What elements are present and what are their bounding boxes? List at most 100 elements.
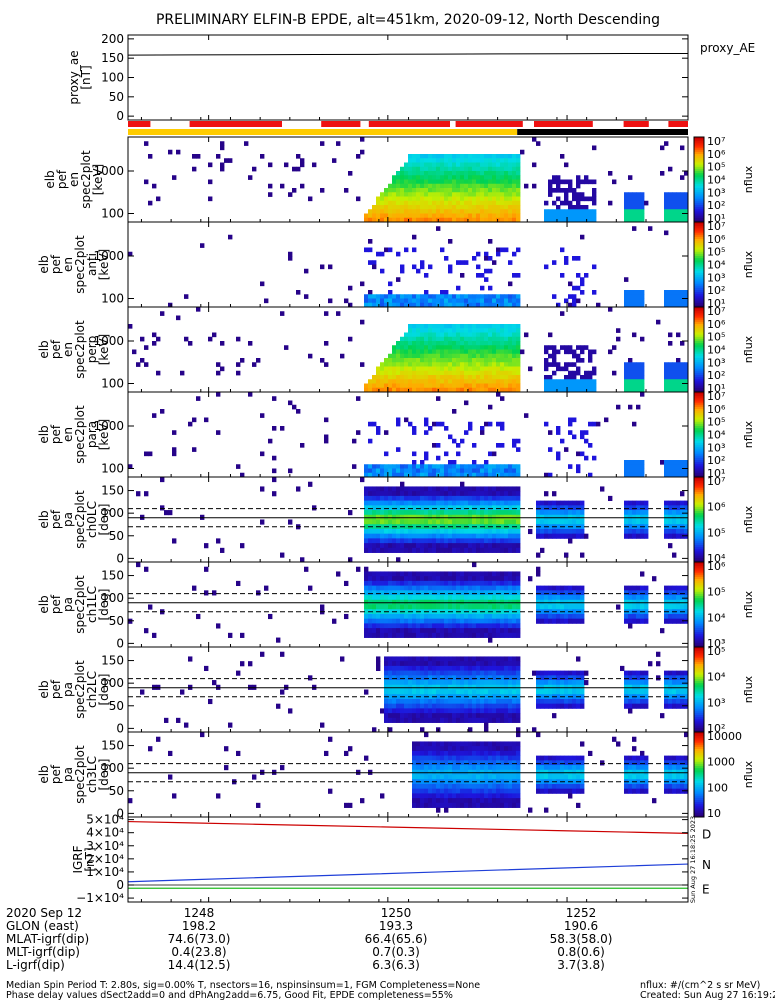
spectrogram-cell — [628, 290, 632, 295]
spectrogram-cell — [452, 214, 456, 219]
spectrogram-cell — [388, 205, 392, 210]
spectrogram-cell — [460, 656, 464, 661]
spectrogram-cell — [392, 623, 396, 628]
spectrogram-cell — [432, 510, 436, 515]
spectrogram-cell — [516, 581, 520, 586]
spectrogram-cell — [636, 680, 640, 685]
spectrogram-cell — [380, 605, 384, 610]
spectrogram-cell — [436, 548, 440, 553]
spectrogram-cell — [372, 595, 376, 600]
spectrogram-cell — [396, 252, 400, 257]
spectrogram-cell — [484, 619, 488, 624]
spectrogram-cell — [544, 505, 548, 510]
spectrogram-cell — [420, 337, 424, 342]
spectrogram-cell — [588, 214, 592, 219]
spectrogram-cell — [668, 460, 672, 465]
spectrogram-cell — [496, 209, 500, 214]
spectrogram-cell — [432, 543, 436, 548]
spectrogram-cell — [632, 501, 636, 506]
spectrogram-cell — [400, 175, 404, 180]
spectrogram-cell — [440, 666, 444, 671]
spectrogram-cell — [476, 675, 480, 680]
spectrogram-cell — [456, 197, 460, 202]
spectrogram-cell — [548, 586, 552, 591]
spectrogram-cell — [384, 529, 388, 534]
spectrogram-cell — [440, 163, 444, 168]
spectrogram-cell — [400, 671, 404, 676]
spectrogram-cell — [484, 277, 488, 282]
spectrogram-cell — [464, 704, 468, 709]
spectrogram-cell — [480, 188, 484, 193]
spectrogram-cell — [404, 379, 408, 384]
spectrogram-cell — [196, 154, 200, 159]
spectrogram-cell — [456, 452, 460, 457]
spectrogram-cell — [372, 422, 376, 427]
spectrogram-cell — [400, 505, 404, 510]
spectrogram-cell — [484, 294, 488, 299]
spectrogram-cell — [636, 699, 640, 704]
spectrogram-cell — [384, 486, 388, 491]
spectrogram-cell — [544, 605, 548, 610]
spectrogram-cell — [380, 384, 384, 389]
spectrogram-cell — [412, 188, 416, 193]
spectrogram-cell — [460, 469, 464, 474]
spectrogram-cell — [400, 167, 404, 172]
spectrogram-cell — [492, 188, 496, 193]
spectrogram-cell — [612, 345, 616, 350]
spectrogram-cell — [512, 713, 516, 718]
spectrogram-cell — [396, 623, 400, 628]
spectrogram-cell — [428, 690, 432, 695]
spectrogram-cell — [484, 614, 488, 619]
spectrogram-cell — [416, 192, 420, 197]
spectrogram-cell — [416, 209, 420, 214]
spectrogram-cell — [516, 469, 520, 474]
spectrogram-cell — [408, 167, 412, 172]
spectrogram-cell — [480, 675, 484, 680]
spectrogram-cell — [676, 205, 680, 210]
spectrogram-cell — [532, 671, 536, 676]
spectrogram-cell — [508, 180, 512, 185]
spectrogram-cell — [440, 192, 444, 197]
spectrogram-cell — [404, 661, 408, 666]
spectrogram-cell — [376, 571, 380, 576]
spectrogram-cell — [448, 197, 452, 202]
spectrogram-cell — [468, 486, 472, 491]
spectrogram-cell — [492, 661, 496, 666]
spectrogram-cell — [236, 337, 240, 342]
spectrogram-cell — [492, 571, 496, 576]
spectrogram-cell — [500, 324, 504, 329]
spectrogram-cell — [500, 464, 504, 469]
spectrogram-cell — [672, 675, 676, 680]
spectrogram-cell — [432, 491, 436, 496]
spectrogram-cell — [304, 269, 308, 274]
spectrogram-cell — [408, 337, 412, 342]
spectrogram-cell — [580, 345, 584, 350]
spectrogram-cell — [508, 501, 512, 506]
spectrogram-cell — [628, 209, 632, 214]
spectrogram-cell — [436, 713, 440, 718]
spectrogram-cell — [460, 482, 464, 487]
spectrogram-cell — [376, 581, 380, 586]
spectrogram-cell — [512, 341, 516, 346]
spectrogram-cell — [472, 367, 476, 372]
spectrogram-cell — [164, 718, 168, 723]
spectrogram-cell — [380, 543, 384, 548]
spectrogram-cell — [504, 595, 508, 600]
spectrogram-cell — [632, 595, 636, 600]
spectrogram-cell — [444, 619, 448, 624]
spectrogram-cell — [380, 501, 384, 506]
spectrogram-cell — [568, 430, 572, 435]
spectrogram-cell — [516, 299, 520, 304]
spectrogram-cell — [536, 675, 540, 680]
spectrogram-cell — [672, 290, 676, 295]
spectrogram-cell — [496, 333, 500, 338]
spectrogram-cell — [556, 590, 560, 595]
spectrogram-cell — [424, 273, 428, 278]
spectrogram-cell — [348, 286, 352, 291]
spectrogram-cell — [556, 505, 560, 510]
spectrogram-cell — [452, 294, 456, 299]
spectrogram-cell — [488, 595, 492, 600]
spectrogram-cell — [368, 576, 372, 581]
spectrogram-cell — [460, 590, 464, 595]
spectrogram-cell — [512, 538, 516, 543]
